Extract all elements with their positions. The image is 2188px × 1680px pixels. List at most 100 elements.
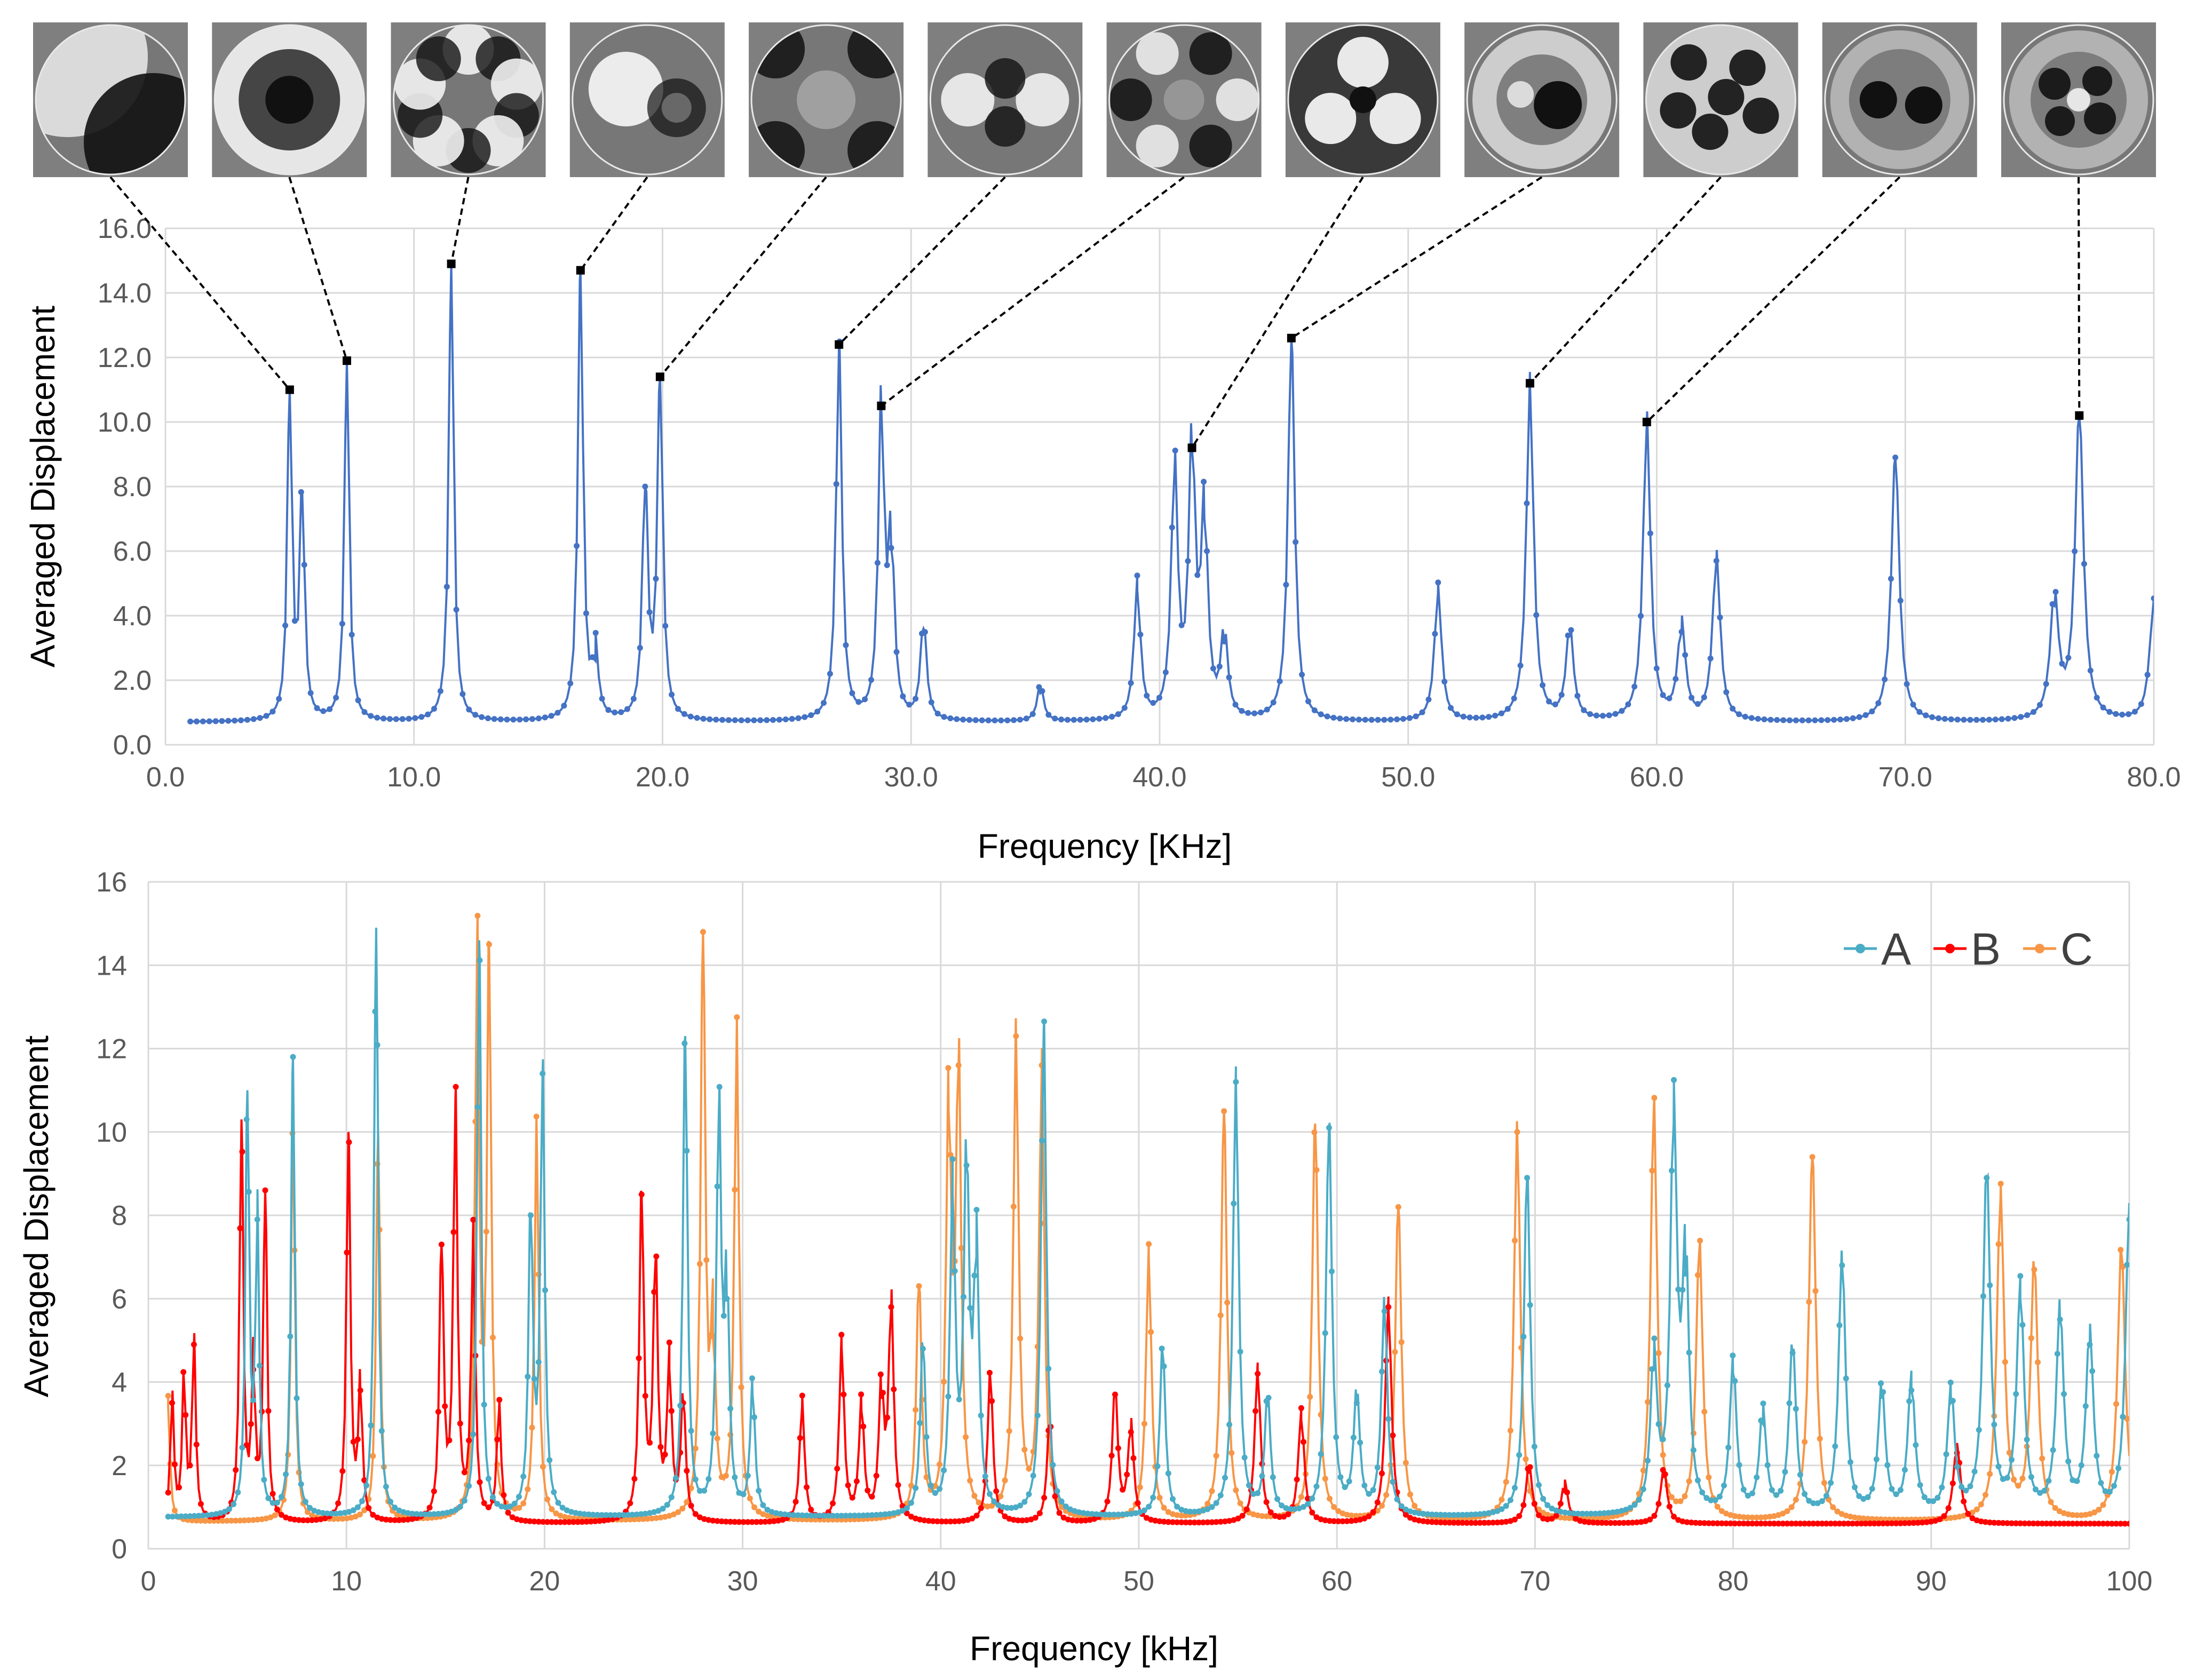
bottom-point [1344, 1511, 1350, 1518]
bottom-point [366, 1505, 372, 1511]
mode-pointer-marker [342, 356, 351, 365]
mode-shape-2 [212, 22, 367, 177]
bottom-point [1730, 1352, 1736, 1359]
top-point [1137, 631, 1144, 638]
bottom-point [2002, 1359, 2008, 1365]
bottom-point [1124, 1471, 1130, 1478]
bottom-point [786, 1511, 792, 1518]
mode-disc-rim [2003, 24, 2154, 176]
bottom-point [2074, 1478, 2080, 1484]
top-point [1486, 714, 1492, 720]
top-point [339, 620, 345, 627]
bottom-point [736, 1519, 742, 1525]
bottom-point [1595, 1519, 1601, 1526]
bottom-point [1917, 1482, 1923, 1488]
bottom-point [642, 1510, 648, 1517]
bottom-point [344, 1249, 350, 1256]
top-point [1736, 711, 1742, 718]
bottom-point [1937, 1516, 1943, 1523]
top-point [1432, 631, 1438, 637]
bottom-point [1991, 1421, 1997, 1428]
bottom-point [1686, 1478, 1692, 1484]
top-point [1999, 716, 2005, 722]
bottom-point [296, 1517, 302, 1523]
top-point [719, 716, 726, 723]
bottom-point [1771, 1513, 1777, 1519]
bottom-point [2078, 1520, 2084, 1527]
bottom-point [1954, 1463, 1960, 1470]
bottom-point [1433, 1511, 1439, 1518]
bottom-point [1089, 1511, 1095, 1517]
bottom-point [1346, 1478, 1352, 1485]
bottom-point [477, 1479, 483, 1485]
bottom-point [2120, 1414, 2126, 1420]
top-point [1413, 713, 1419, 720]
bottom-point [531, 1376, 537, 1382]
bottom-point [1677, 1498, 1684, 1504]
bottom-point [1301, 1439, 1306, 1445]
bottom-point [1006, 1428, 1012, 1434]
bottom-point [1050, 1462, 1056, 1468]
bottom-point [692, 1476, 699, 1483]
top-point [884, 562, 890, 568]
bottom-point [169, 1514, 176, 1520]
bottom-point [1536, 1482, 1542, 1488]
bottom-point [1277, 1514, 1283, 1520]
bottom-point [1196, 1519, 1202, 1526]
bottom-y-tick: 0 [112, 1534, 127, 1565]
top-point [361, 709, 368, 715]
bottom-y-tick: 6 [112, 1284, 127, 1315]
top-point [1546, 698, 1552, 705]
mode-pattern [1830, 30, 1969, 169]
mode-lobe [1305, 93, 1357, 144]
bottom-point [2111, 1483, 2117, 1489]
mode-pattern [1109, 32, 1259, 168]
top-y-tick: 4.0 [113, 601, 152, 632]
bottom-point [1806, 1498, 1812, 1504]
legend-item-b: B [1933, 924, 2001, 974]
bottom-point [2074, 1512, 2080, 1518]
bottom-y-axis-title: Averaged Displacement [17, 1036, 56, 1398]
bottom-point [1108, 1452, 1115, 1459]
bottom-point [2043, 1520, 2050, 1527]
bottom-point [1597, 1510, 1603, 1517]
bottom-point [677, 1403, 684, 1409]
bottom-point [1839, 1262, 1845, 1269]
bottom-point [1490, 1519, 1496, 1526]
bottom-point [1651, 1335, 1658, 1342]
bottom-point [1450, 1512, 1457, 1518]
bottom-point [1514, 1129, 1520, 1135]
top-point [2043, 681, 2049, 687]
bottom-point [2065, 1511, 2072, 1517]
top-point [843, 642, 849, 648]
top-point [874, 560, 881, 566]
top-x-tick: 80.0 [2127, 762, 2181, 793]
mode-lobe [941, 73, 995, 126]
bottom-point [1221, 1108, 1227, 1114]
bottom-point [1695, 1477, 1701, 1484]
top-point [1381, 716, 1388, 723]
bottom-point [961, 1517, 966, 1524]
legend-swatch-marker [2035, 944, 2044, 953]
bottom-point [865, 1512, 871, 1518]
top-point [1004, 717, 1011, 723]
bottom-point [2004, 1520, 2010, 1526]
bottom-point [1146, 1241, 1152, 1247]
top-point [257, 715, 263, 721]
mode-lobe [1729, 50, 1766, 86]
bottom-point [1063, 1503, 1069, 1510]
bottom-point [1524, 1175, 1531, 1181]
bottom-point [1209, 1504, 1215, 1510]
mode-04-image [572, 24, 723, 176]
bottom-point [1925, 1498, 1932, 1504]
bottom-point [647, 1510, 653, 1516]
top-point [1954, 716, 1961, 723]
bottom-point [1660, 1436, 1666, 1443]
bottom-point [860, 1512, 867, 1518]
bottom-point [1036, 1510, 1043, 1516]
bottom-point [474, 913, 481, 919]
top-point [2131, 708, 2138, 715]
top-point [1293, 539, 1299, 545]
top-point [1232, 702, 1239, 708]
bottom-point [1446, 1519, 1453, 1526]
